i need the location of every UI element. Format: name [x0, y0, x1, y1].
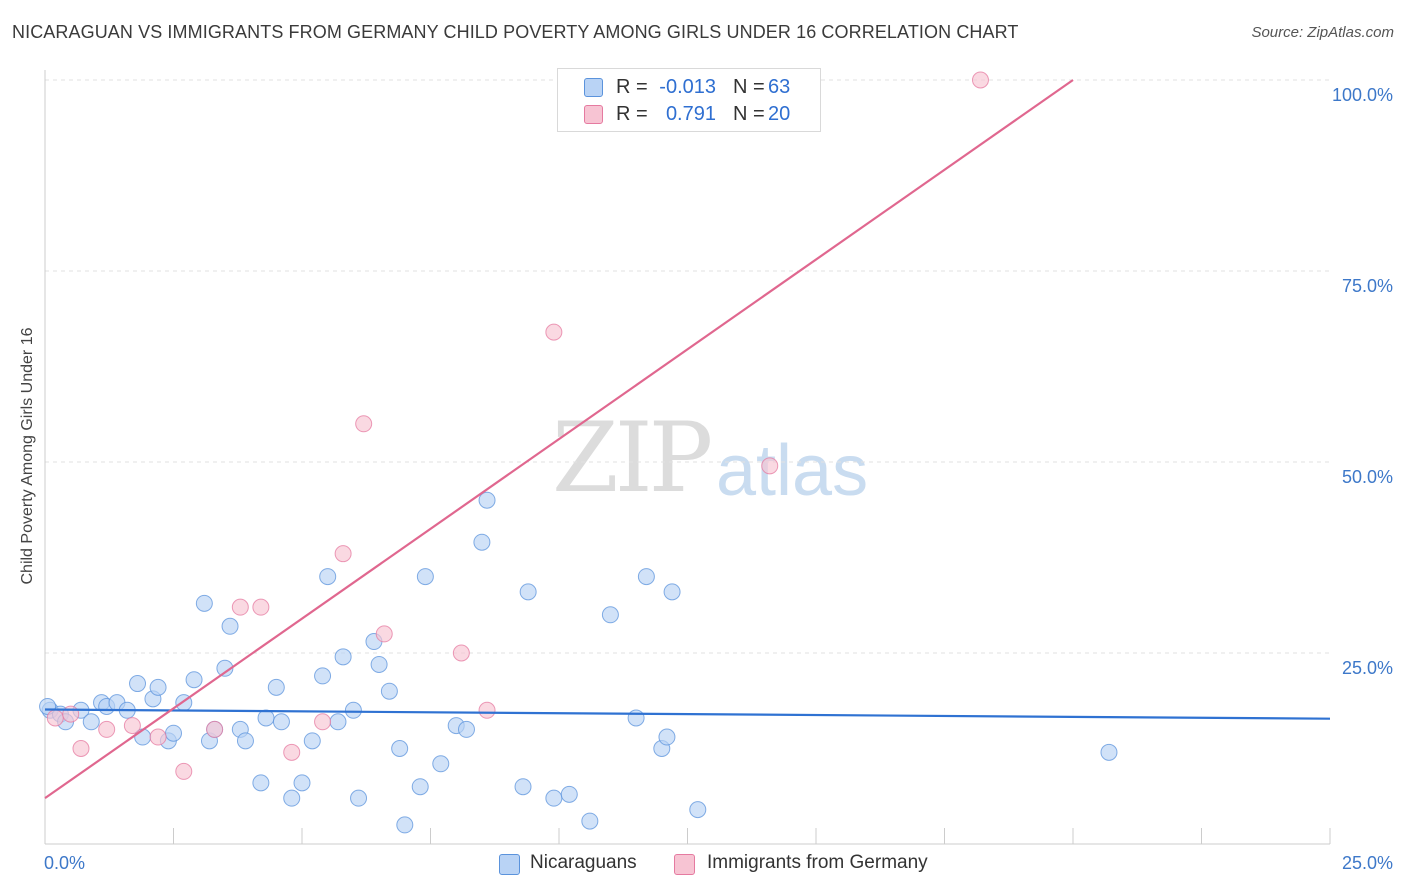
nicaraguan-point: [185, 671, 203, 689]
nicaraguan-point: [637, 568, 655, 586]
legend-row-germany: R = 0.791 N = 20: [558, 100, 820, 128]
watermark-zip: ZIP: [552, 402, 713, 514]
germany-point: [98, 720, 116, 738]
legend-r-value: 0.791: [665, 103, 716, 125]
y-tick-label: 100.0%: [1332, 85, 1393, 105]
nicaraguan-point: [370, 655, 388, 673]
nicaraguan-point: [560, 785, 578, 803]
germany-point: [149, 728, 167, 746]
germany-point: [375, 625, 393, 643]
source-label: Source: ZipAtlas.com: [1251, 24, 1394, 41]
nicaraguan-point: [1100, 743, 1118, 761]
nicaraguan-point: [457, 720, 475, 738]
nicaraguan-point: [319, 568, 337, 586]
nicaraguan-point: [252, 774, 270, 792]
nicaraguan-point: [334, 648, 352, 666]
germany-trend-line: [44, 79, 1074, 800]
germany-point: [314, 713, 332, 731]
germany-point: [175, 762, 193, 780]
series-swatch-nicaraguans: [499, 854, 520, 875]
series-swatch-germany: [674, 854, 695, 875]
nicaraguan-point: [380, 682, 398, 700]
legend-r-label: R =: [616, 76, 648, 98]
nicaraguan-point: [627, 709, 645, 727]
legend-n-label: N =: [733, 76, 765, 98]
legend-r-label: R =: [616, 103, 648, 125]
germany-point: [46, 709, 64, 727]
germany-point: [62, 705, 80, 723]
nicaraguan-point: [432, 755, 450, 773]
germany-point: [761, 457, 779, 475]
series-label-nicaraguans: Nicaraguans: [530, 852, 637, 873]
series-label-germany: Immigrants from Germany: [707, 852, 928, 873]
y-tick-label: 25.0%: [1342, 658, 1393, 678]
y-tick-label: 75.0%: [1342, 276, 1393, 296]
nicaraguan-point: [519, 583, 537, 601]
nicaraguan-point: [545, 789, 563, 807]
nicaraguan-point: [267, 678, 285, 696]
nicaraguan-point: [344, 701, 362, 719]
germany-point: [971, 71, 989, 89]
germany-point: [545, 323, 563, 341]
correlation-legend: R = -0.013 N = 63 R = 0.791 N = 20: [557, 68, 821, 132]
nicaraguan-point: [195, 594, 213, 612]
y-tick-label: 50.0%: [1342, 467, 1393, 487]
nicaraguan-point: [221, 617, 239, 635]
nicaraguan-point: [314, 667, 332, 685]
germany-point: [478, 701, 496, 719]
nicaraguan-point: [411, 778, 429, 796]
nicaraguan-point: [329, 713, 347, 731]
nicaraguan-point: [216, 659, 234, 677]
nicaraguan-point: [257, 709, 275, 727]
nicaraguan-point: [658, 728, 676, 746]
germany-point: [252, 598, 270, 616]
nicaraguan-point: [514, 778, 532, 796]
nicaraguan-point: [416, 568, 434, 586]
nicaraguan-point: [473, 533, 491, 551]
nicaraguan-point: [391, 740, 409, 757]
germany-point: [452, 644, 470, 662]
nicaraguan-point: [581, 812, 599, 830]
x-tick-label: 0.0%: [44, 853, 85, 873]
nicaraguan-point: [689, 801, 707, 819]
nicaraguan-point: [283, 789, 301, 807]
germany-point: [206, 720, 224, 738]
nicaraguan-point: [663, 583, 681, 601]
legend-n-value: 63: [768, 76, 791, 98]
nicaraguan-point: [165, 724, 182, 742]
nicaraguan-point: [478, 491, 496, 509]
germany-point: [123, 717, 141, 735]
legend-swatch-nicaraguans: [584, 78, 603, 97]
germany-point: [72, 740, 90, 757]
nicaraguan-point: [82, 713, 100, 731]
germany-point: [334, 545, 352, 563]
nicaraguan-point: [601, 606, 619, 624]
germany-point: [231, 598, 249, 616]
x-tick-label: 25.0%: [1342, 853, 1393, 873]
legend-n-label: N =: [733, 103, 765, 125]
legend-row-nicaraguans: R = -0.013 N = 63: [558, 73, 820, 101]
germany-point: [355, 415, 373, 433]
chart-title: NICARAGUAN VS IMMIGRANTS FROM GERMANY CH…: [12, 22, 1019, 42]
series-legend: Nicaraguans Immigrants from Germany: [0, 852, 1406, 876]
nicaraguan-point: [350, 789, 368, 807]
germany-point: [283, 743, 301, 761]
watermark-atlas: atlas: [716, 431, 869, 511]
legend-r-value: -0.013: [659, 76, 716, 98]
nicaraguan-point: [293, 774, 311, 792]
legend-swatch-germany: [584, 105, 603, 124]
nicaraguan-point: [396, 816, 414, 834]
nicaraguan-trend-line: [44, 708, 1331, 720]
nicaraguan-point: [149, 678, 167, 696]
nicaraguan-point: [129, 675, 147, 693]
nicaraguan-point: [236, 732, 254, 750]
nicaraguan-point: [272, 713, 290, 731]
legend-n-value: 20: [768, 103, 791, 125]
nicaraguan-point: [303, 732, 321, 750]
